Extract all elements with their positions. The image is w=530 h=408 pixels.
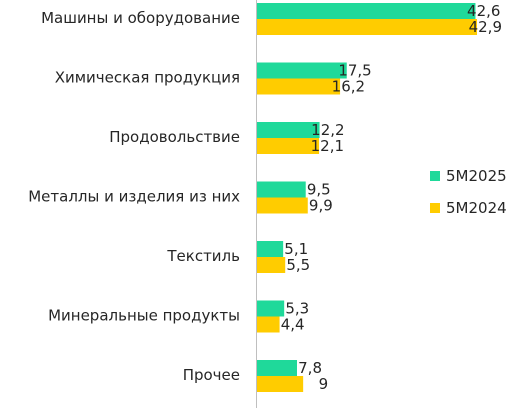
bar-series2: [257, 197, 308, 214]
data-label: 9,9: [309, 197, 333, 215]
bar-series1: [257, 241, 284, 257]
bar-series1: [257, 181, 306, 198]
legend-label: 5М2025: [446, 167, 507, 185]
data-label: 17,5: [338, 62, 371, 80]
bar-series1: [257, 300, 285, 317]
legend-label: 5М2024: [446, 199, 507, 217]
bar-series2: [257, 19, 477, 35]
data-label: 42,6: [467, 2, 500, 20]
data-label: 9,5: [307, 181, 331, 199]
category-label: Машины и оборудование: [41, 9, 240, 27]
bar-series2: [257, 257, 286, 273]
data-label: 4,4: [281, 316, 305, 334]
data-label: 12,1: [311, 137, 344, 155]
legend-swatch: [430, 171, 440, 181]
bar-series2: [257, 138, 320, 154]
category-label: Продовольствие: [109, 128, 240, 146]
bar-series1: [257, 122, 320, 138]
data-label: 9: [319, 375, 329, 393]
bar-series1: [257, 62, 347, 79]
bars-layer: [257, 3, 477, 392]
bar-series1: [257, 3, 476, 19]
legend: 5М2025 5М2024: [430, 167, 507, 217]
data-label: 5,5: [286, 256, 310, 274]
category-label: Химическая продукция: [55, 69, 240, 87]
category-label: Текстиль: [166, 247, 240, 265]
data-label: 42,9: [469, 18, 502, 36]
bar-series2: [257, 376, 304, 392]
bar-series1: [257, 360, 297, 376]
category-label: Минеральные продукты: [48, 307, 240, 325]
data-label: 5,1: [284, 240, 308, 258]
legend-swatch: [430, 203, 440, 213]
data-label: 5,3: [285, 300, 309, 318]
category-label: Прочее: [183, 366, 240, 384]
data-label: 16,2: [332, 78, 365, 96]
labels-layer: Машины и оборудование 42,642,9 Химическая …: [28, 2, 502, 393]
bar-series2: [257, 316, 280, 333]
bar-series2: [257, 78, 341, 95]
category-label: Металлы и изделия из них: [28, 188, 240, 206]
data-label: 7,8: [298, 359, 322, 377]
data-label: 12,2: [311, 121, 344, 139]
